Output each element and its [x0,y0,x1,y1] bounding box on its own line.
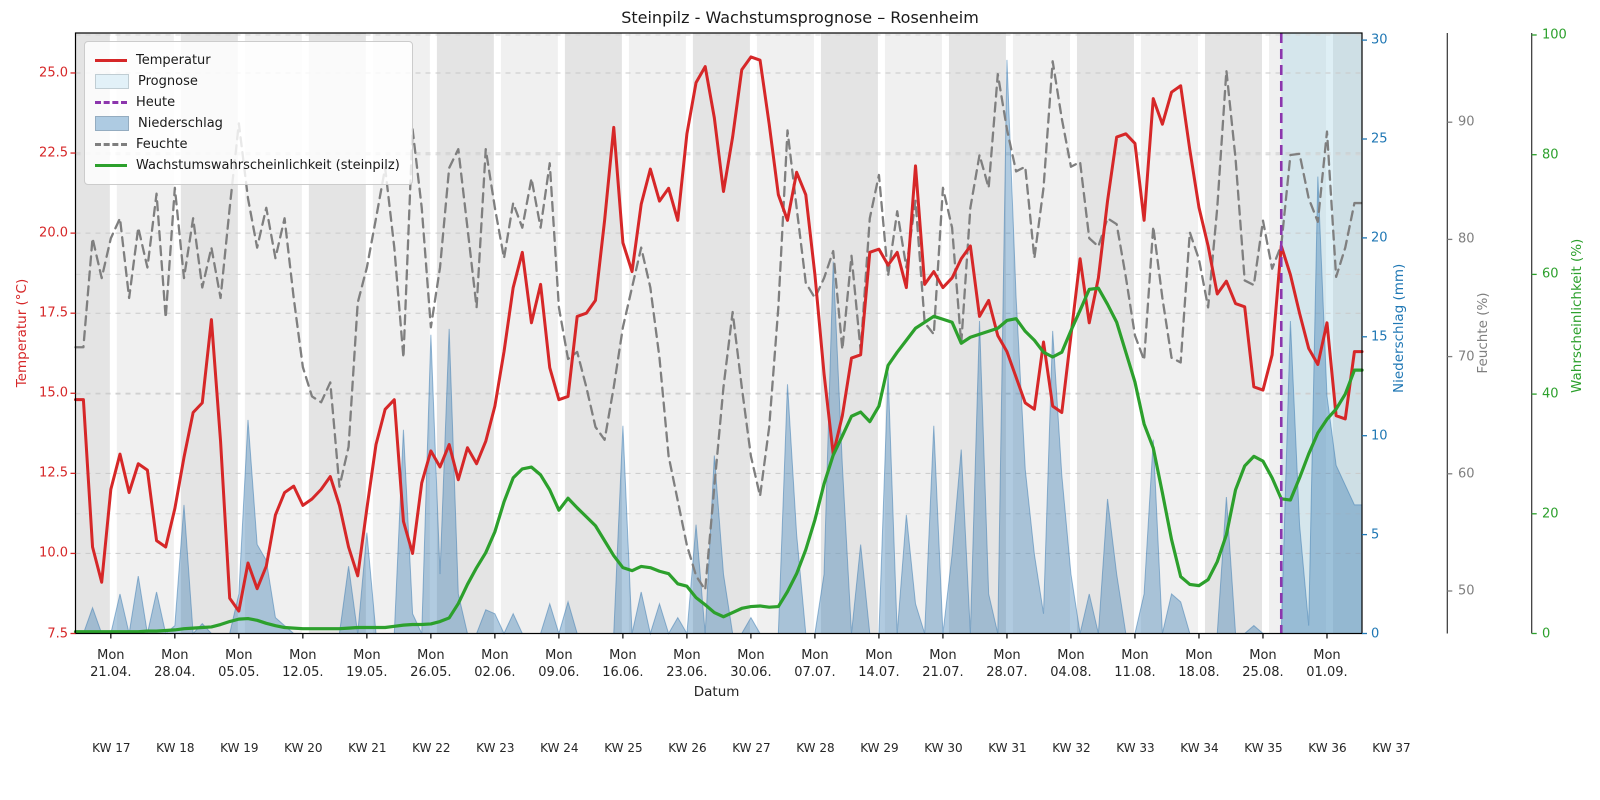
week-band [756,33,814,634]
week-band [820,33,878,634]
legend-item-feuchte: Feuchte [95,134,400,155]
legend-item-prognose: Prognose [95,71,400,92]
legend-label: Niederschlag [138,116,223,131]
probability-line [73,286,1364,634]
legend-label: Wachstumswahrscheinlichkeit (steinpilz) [136,158,400,173]
week-band [692,33,750,634]
week-band [500,33,558,634]
legend: Temperatur Prognose Heute Niederschlag Feuch… [84,41,413,185]
humidity-line [74,60,1364,591]
axis-label-precipitation: Niederschlag (mm) [1391,263,1407,393]
legend-item-niederschlag: Niederschlag [95,113,400,134]
legend-swatch-icon [95,74,129,89]
legend-swatch-icon [95,143,127,146]
legend-swatch-icon [95,101,127,104]
axis-label-temperature: Temperatur (°C) [14,278,30,388]
week-band [1012,33,1070,634]
legend-swatch-icon [95,116,129,131]
axis-label-humidity: Feuchte (%) [1475,292,1491,374]
forecast-region [1281,33,1362,634]
legend-label: Temperatur [136,53,211,68]
legend-item-temperatur: Temperatur [95,50,400,71]
week-band [1268,33,1326,634]
legend-item-wachstumswahrscheinlichkeit-steinpilz: Wachstumswahrscheinlichkeit (steinpilz) [95,155,400,176]
temperature-line [74,55,1364,613]
legend-swatch-icon [95,163,127,168]
legend-label: Prognose [138,74,198,89]
plot-border [74,32,1363,635]
legend-swatch-icon [95,58,127,63]
axis-label-date: Datum [693,684,740,700]
legend-item-heute: Heute [95,92,400,113]
chart-title: Steinpilz - Wachstumsprognose – Rosenhei… [621,8,979,27]
week-band [1204,33,1262,634]
week-band [564,33,622,634]
legend-label: Feuchte [136,137,188,152]
axis-label-probability: Wahrscheinlichkeit (%) [1569,238,1585,393]
week-band [1332,33,1362,634]
legend-label: Heute [136,95,176,110]
precipitation-area [75,59,1363,636]
week-band [436,33,494,634]
